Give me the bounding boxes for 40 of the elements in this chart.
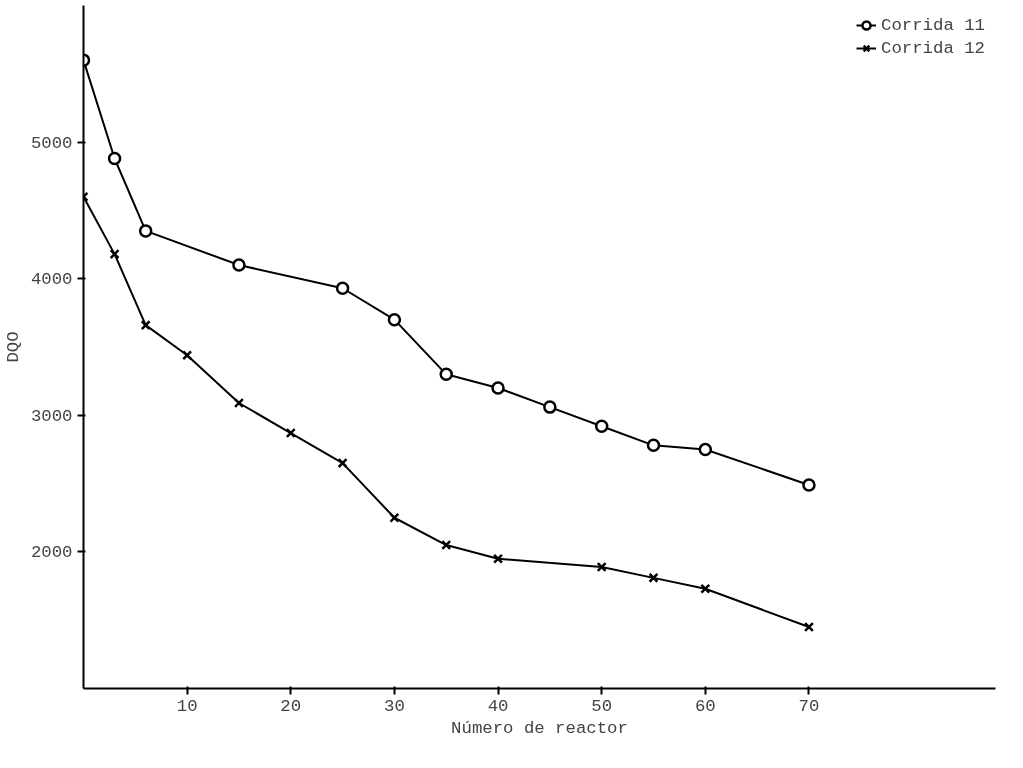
x-tick-label: 60 — [694, 696, 716, 716]
point — [232, 258, 246, 272]
point — [387, 312, 402, 327]
y-tick-label: 5000 — [30, 133, 73, 153]
point — [648, 572, 659, 583]
point — [233, 397, 245, 409]
point — [285, 427, 296, 439]
point — [543, 400, 557, 414]
point — [492, 553, 504, 564]
point — [439, 367, 453, 382]
point — [596, 561, 607, 573]
point — [594, 419, 609, 433]
y-tick-label: 3000 — [30, 406, 73, 426]
x-tick-label: 40 — [487, 696, 509, 716]
y-axis-title: DQO — [3, 331, 23, 363]
point — [107, 151, 122, 166]
x-axis-title: Número de reactor — [451, 718, 628, 738]
point — [441, 539, 452, 551]
point — [109, 248, 120, 260]
point — [802, 478, 816, 492]
point — [182, 350, 193, 361]
x-tick-label: 10 — [176, 696, 198, 716]
point — [803, 621, 815, 633]
point — [337, 457, 348, 469]
y-tick-label: 2000 — [30, 543, 73, 563]
point — [700, 583, 711, 594]
point — [698, 442, 713, 457]
legend-label: Corrida 12 — [881, 38, 985, 58]
point — [389, 512, 400, 523]
x-tick-label: 20 — [280, 696, 302, 716]
x-tick-label: 70 — [798, 696, 820, 716]
point — [138, 224, 153, 238]
y-tick-label: 4000 — [30, 270, 73, 290]
x-tick-label: 30 — [384, 696, 405, 716]
legend-label: Corrida 11 — [881, 15, 985, 35]
point — [646, 438, 661, 453]
x-tick-label: 50 — [591, 696, 613, 716]
point — [491, 381, 505, 395]
point — [335, 281, 350, 295]
point — [140, 320, 151, 331]
